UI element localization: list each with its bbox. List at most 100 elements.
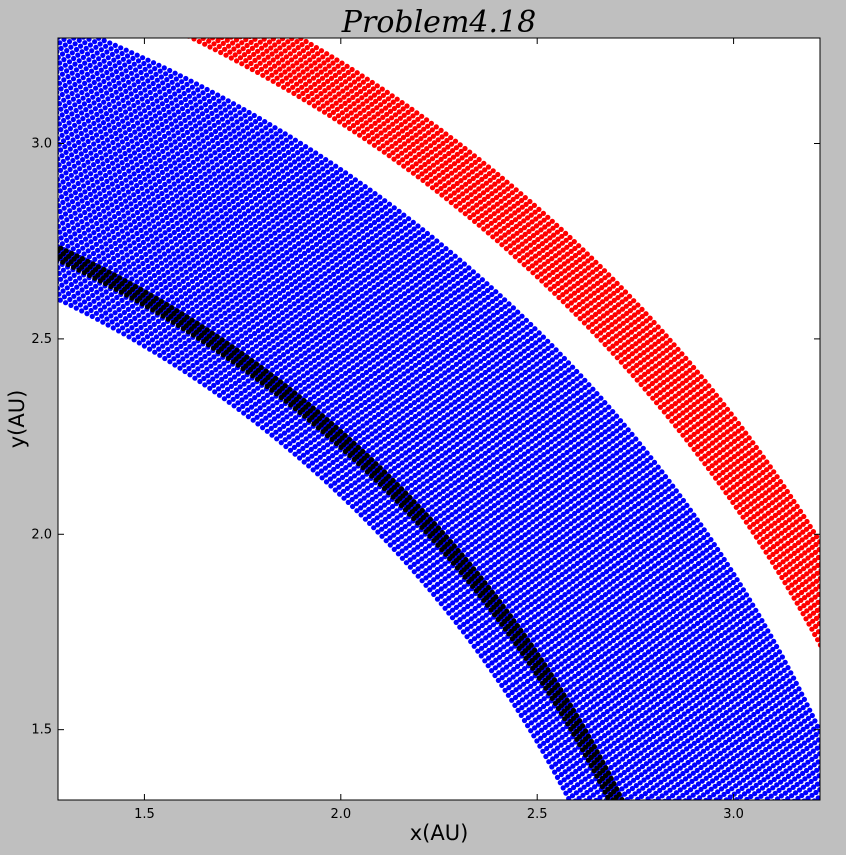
- marker: [298, 389, 304, 395]
- marker: [58, 276, 64, 282]
- marker: [510, 600, 516, 606]
- marker: [568, 779, 574, 785]
- marker: [330, 409, 336, 415]
- marker: [140, 239, 146, 245]
- marker: [337, 491, 343, 497]
- marker: [305, 456, 311, 462]
- marker: [96, 232, 102, 238]
- marker: [95, 206, 101, 212]
- marker: [75, 222, 81, 228]
- marker: [256, 398, 262, 404]
- marker: [373, 494, 379, 500]
- marker: [105, 253, 111, 259]
- marker: [134, 162, 140, 168]
- marker: [139, 164, 145, 170]
- marker: [489, 668, 495, 674]
- marker: [493, 649, 499, 656]
- marker: [543, 753, 549, 760]
- marker: [98, 176, 105, 182]
- marker: [538, 691, 544, 697]
- marker: [360, 474, 366, 480]
- marker: [70, 178, 76, 184]
- marker: [207, 251, 213, 257]
- marker: [194, 254, 200, 260]
- marker: [461, 614, 467, 620]
- marker: [486, 647, 492, 654]
- marker: [126, 216, 132, 222]
- marker: [540, 711, 546, 718]
- marker: [177, 337, 183, 343]
- marker: [154, 236, 160, 242]
- marker: [543, 716, 549, 723]
- marker: [362, 443, 368, 450]
- marker: [196, 288, 202, 294]
- marker: [260, 360, 266, 366]
- marker: [142, 176, 148, 182]
- marker: [453, 612, 459, 618]
- marker: [192, 375, 198, 381]
- marker: [323, 472, 329, 478]
- marker: [66, 270, 72, 276]
- marker: [254, 350, 260, 356]
- marker: [87, 191, 93, 197]
- marker: [132, 246, 138, 252]
- marker: [162, 328, 168, 334]
- marker: [446, 588, 452, 594]
- marker: [168, 337, 174, 343]
- marker: [471, 636, 478, 642]
- marker: [96, 164, 102, 170]
- marker: [538, 727, 545, 733]
- marker: [445, 522, 451, 528]
- marker: [124, 183, 130, 189]
- marker: [370, 510, 376, 517]
- marker: [78, 171, 84, 178]
- marker: [434, 581, 441, 587]
- marker: [97, 307, 104, 313]
- marker: [264, 392, 270, 398]
- marker: [152, 328, 158, 334]
- marker: [586, 715, 592, 721]
- marker: [331, 473, 337, 479]
- marker: [72, 231, 78, 237]
- marker: [564, 782, 570, 788]
- marker: [52, 248, 57, 253]
- marker: [245, 414, 251, 420]
- marker: [182, 368, 188, 375]
- marker: [166, 178, 172, 184]
- marker: [76, 248, 82, 254]
- marker: [115, 163, 121, 169]
- marker: [80, 245, 86, 251]
- marker: [413, 487, 419, 493]
- marker: [94, 200, 100, 206]
- marker: [511, 666, 517, 672]
- marker: [378, 505, 384, 511]
- marker: [156, 346, 162, 352]
- marker: [155, 291, 161, 297]
- marker: [425, 500, 431, 506]
- marker: [407, 542, 413, 549]
- marker: [473, 561, 479, 567]
- marker: [195, 309, 201, 316]
- marker: [107, 169, 113, 175]
- marker: [229, 390, 235, 396]
- marker: [58, 203, 62, 209]
- marker: [625, 788, 632, 794]
- marker: [121, 331, 127, 337]
- marker: [114, 322, 120, 328]
- marker: [71, 293, 77, 299]
- marker: [48, 169, 53, 174]
- marker: [155, 173, 161, 179]
- marker: [573, 790, 580, 796]
- marker: [294, 428, 300, 434]
- marker: [87, 212, 93, 218]
- marker: [69, 219, 75, 225]
- marker: [250, 353, 256, 359]
- marker: [181, 257, 187, 263]
- marker: [101, 208, 107, 214]
- marker: [238, 390, 244, 396]
- marker: [340, 481, 346, 487]
- marker: [441, 517, 447, 523]
- marker: [269, 360, 275, 366]
- marker: [70, 157, 76, 164]
- marker: [430, 562, 437, 568]
